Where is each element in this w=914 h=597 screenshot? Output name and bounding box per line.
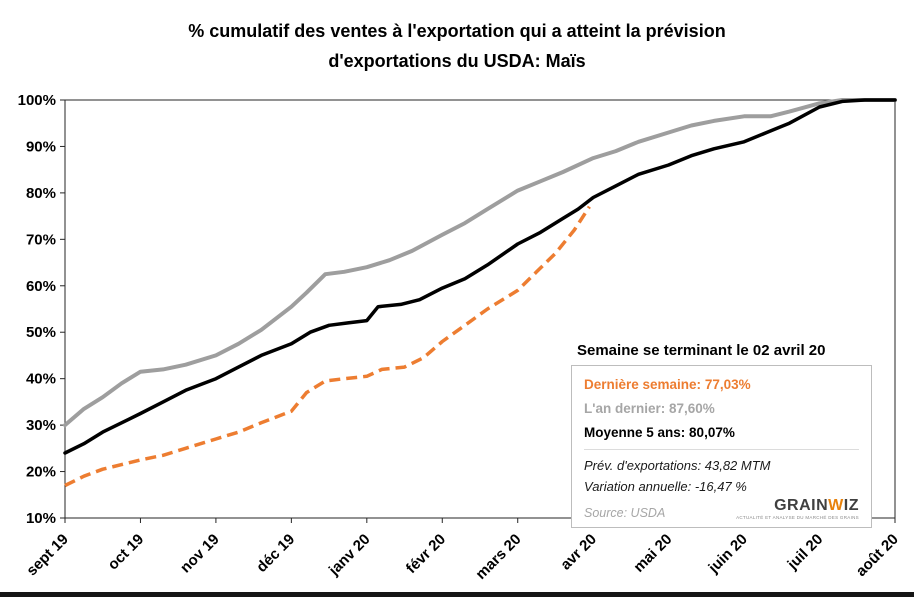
y-axis-label: 30% — [26, 417, 56, 434]
x-axis-label: sept 19 — [23, 531, 72, 580]
summary-stats: Prév. d'exportations: 43,82 MTM Variatio… — [584, 449, 859, 497]
y-axis-label: 50% — [26, 324, 56, 341]
x-axis-label: févr 20 — [403, 531, 449, 577]
y-axis-label: 20% — [26, 464, 56, 481]
legend-label: Dernière semaine: — [584, 377, 702, 392]
summary-panel: Semaine se terminant le 02 avril 20 Dern… — [571, 342, 872, 528]
series-line-an-dernier — [63, 98, 897, 428]
x-axis-label: avr 20 — [557, 531, 600, 574]
logo-part-grain: GRAIN — [774, 497, 829, 514]
logo-w-icon: W — [828, 497, 844, 514]
x-axis-label: oct 19 — [105, 531, 148, 574]
x-axis-label: mars 20 — [472, 531, 524, 583]
logo-part-iz: IZ — [843, 497, 859, 514]
x-axis-label: janv 20 — [325, 531, 374, 580]
legend-row-moyenne-5-ans: Moyenne 5 ans: 80,07% — [584, 421, 859, 445]
chart-title-line1: % cumulatif des ventes à l'exportation q… — [188, 21, 726, 41]
chart-title: % cumulatif des ventes à l'exportation q… — [0, 16, 914, 76]
logo-tagline: ACTUALITÉ ET ANALYSE DU MARCHÉ DES GRAIN… — [736, 515, 859, 520]
x-axis-label: nov 19 — [177, 531, 223, 577]
legend-row-derniere-semaine: Dernière semaine: 77,03% — [584, 373, 859, 397]
series-line-derniere-semaine — [64, 205, 591, 488]
series-line-moyenne-5-ans — [63, 98, 897, 455]
y-axis-label: 80% — [26, 185, 56, 202]
chart-title-line2: d'exportations du USDA: Maïs — [328, 51, 586, 71]
x-axis-label: août 20 — [853, 531, 902, 580]
legend-label: Moyenne 5 ans: — [584, 425, 686, 440]
y-axis-label: 90% — [26, 138, 56, 155]
y-axis-label: 40% — [26, 371, 56, 388]
legend-label: L'an dernier: — [584, 401, 666, 416]
window-bottom-edge — [0, 592, 914, 597]
y-axis-label: 10% — [26, 510, 56, 527]
x-axis-label: juin 20 — [705, 531, 751, 577]
stat-variation-annuelle: Variation annuelle: -16,47 % — [584, 479, 747, 494]
x-axis-label: mai 20 — [630, 531, 675, 576]
legend-value: 80,07% — [689, 425, 735, 440]
grainwiz-logo: GRAINWIZ ACTUALITÉ ET ANALYSE DU MARCHÉ … — [736, 498, 859, 522]
summary-header: Semaine se terminant le 02 avril 20 — [577, 342, 826, 359]
summary-footer: Source: USDA GRAINWIZ ACTUALITÉ ET ANALY… — [584, 498, 859, 522]
legend-value: 77,03% — [704, 377, 751, 392]
summary-box: Dernière semaine: 77,03% L'an dernier: 8… — [571, 365, 872, 528]
stat-prevision-exportations: Prév. d'exportations: 43,82 MTM — [584, 458, 771, 473]
legend-value: 87,60% — [669, 401, 715, 416]
legend-row-an-dernier: L'an dernier: 87,60% — [584, 397, 859, 421]
y-axis-label: 60% — [26, 278, 56, 295]
x-axis-label: juil 20 — [784, 531, 827, 574]
logo-text: GRAINWIZ — [774, 497, 859, 514]
y-axis-label: 70% — [26, 231, 56, 248]
y-axis-label: 100% — [18, 92, 56, 109]
source-label: Source: USDA — [584, 505, 666, 520]
x-axis-label: déc 19 — [253, 531, 298, 576]
plot-border — [64, 99, 896, 519]
